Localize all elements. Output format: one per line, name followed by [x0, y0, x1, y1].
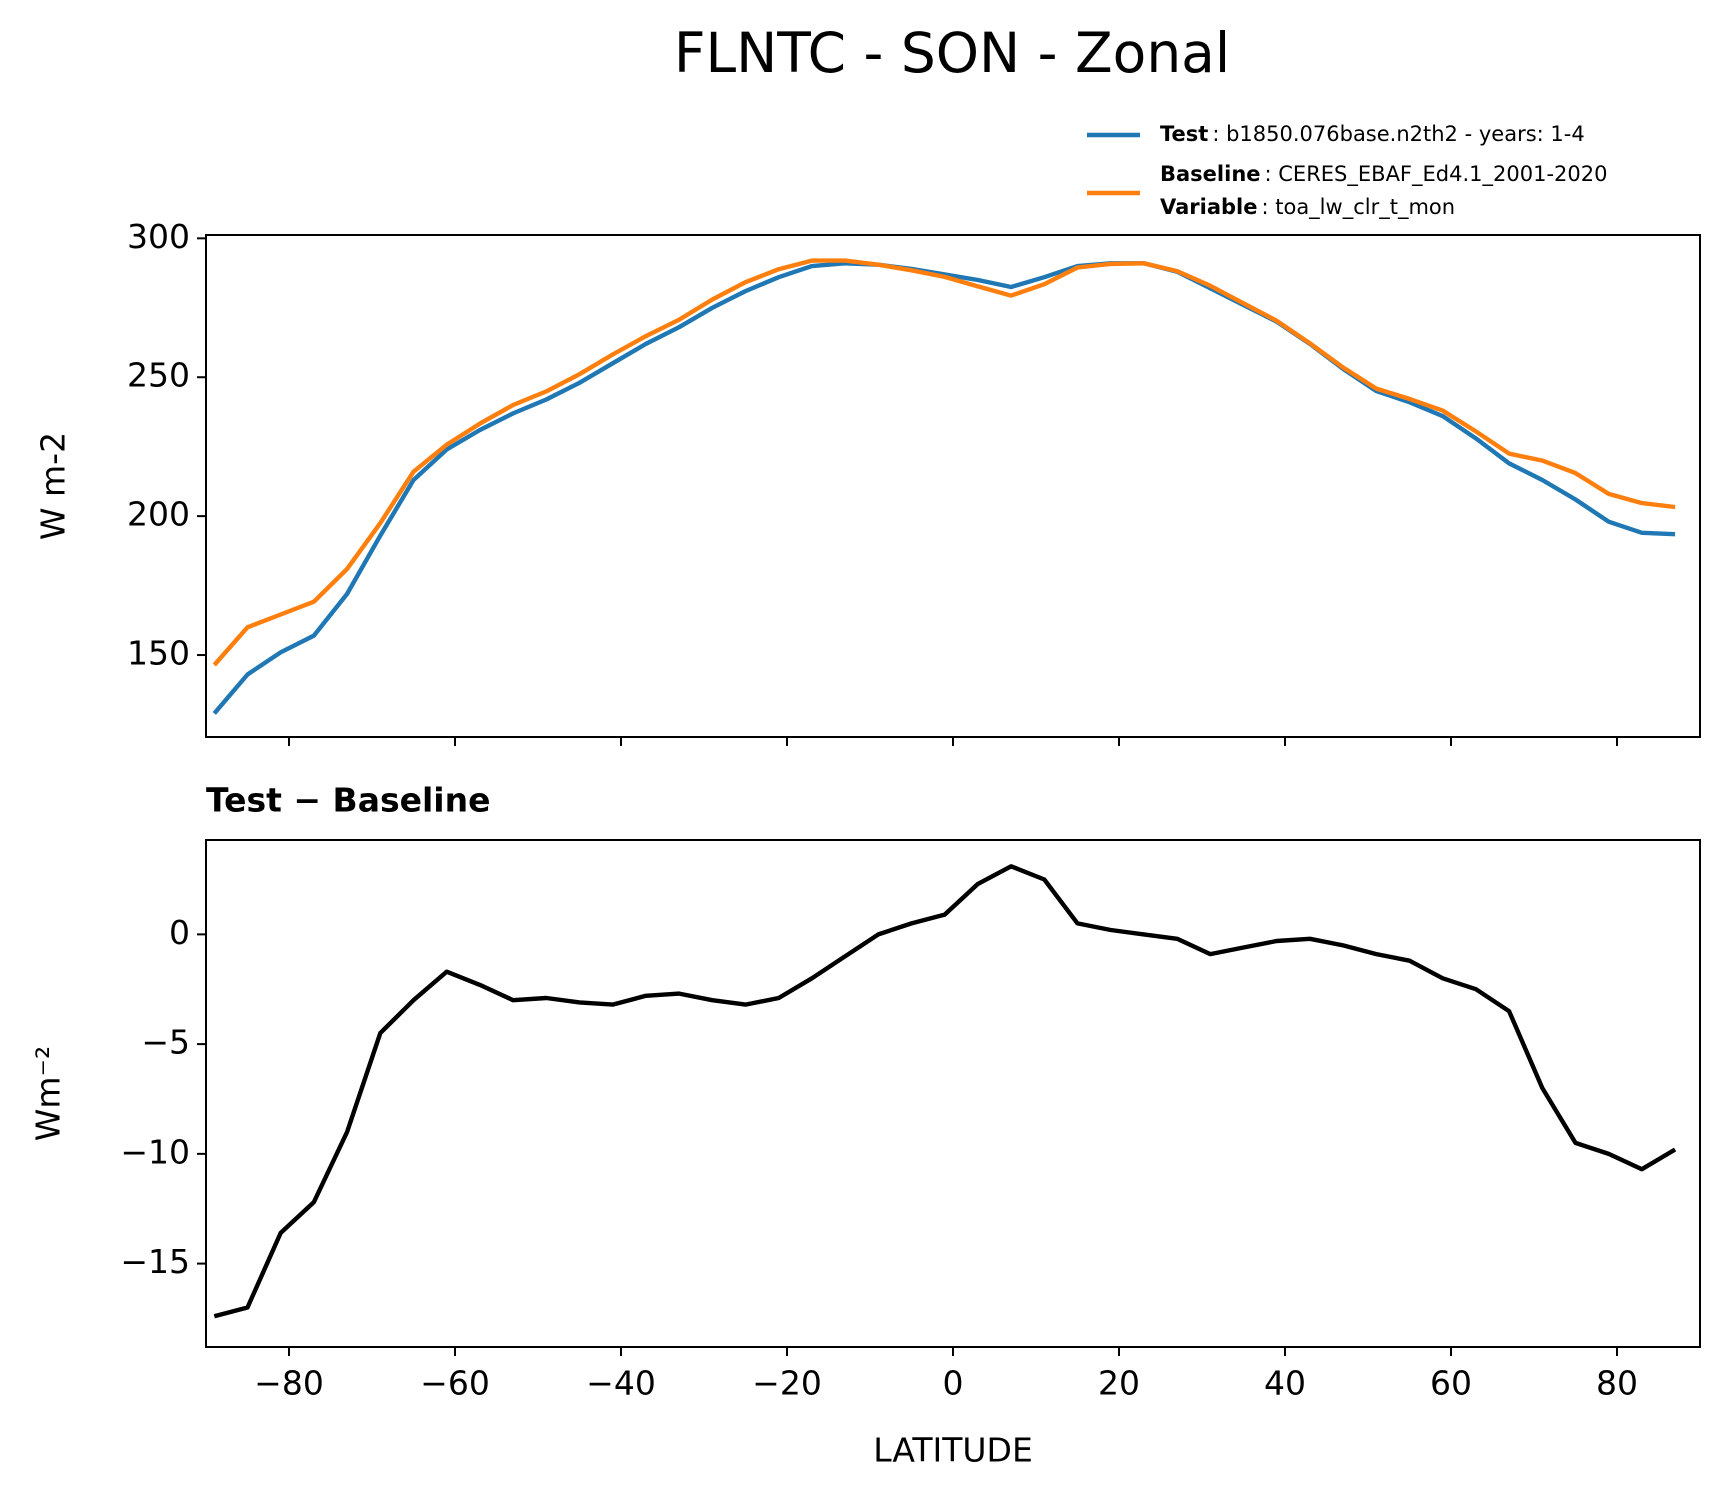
x-tick-label: −80 — [254, 1364, 324, 1403]
axes-title: Test − Baseline — [206, 781, 491, 820]
x-axis-label: LATITUDE — [873, 1431, 1033, 1470]
axes-frame — [205, 839, 1701, 1348]
x-tick-label: −40 — [586, 1364, 656, 1403]
x-tick-label: −60 — [420, 1364, 490, 1403]
y-tick-label: −15 — [120, 1242, 190, 1281]
legend-key: Test — [1160, 122, 1208, 146]
legend-detail: : toa_lw_clr_t_mon — [1261, 195, 1455, 220]
y-tick-label: 150 — [127, 634, 190, 673]
legend-key: Variable — [1160, 195, 1257, 219]
legend-key: Baseline — [1160, 162, 1261, 186]
axes-frame — [205, 234, 1701, 738]
legend-entry: Baseline: CERES_EBAF_Ed4.1_2001-2020 — [1160, 162, 1607, 187]
y-axis-label: W m-2 — [34, 432, 73, 540]
x-tick-label: 0 — [943, 1364, 964, 1403]
y-tick-label: 250 — [127, 356, 190, 395]
legend-note: Variable: toa_lw_clr_t_mon — [1160, 195, 1455, 220]
x-tick-label: 60 — [1430, 1364, 1472, 1403]
legend-detail: : b1850.076base.n2th2 - years: 1-4 — [1212, 122, 1584, 146]
x-tick-label: 80 — [1596, 1364, 1638, 1403]
y-tick-label: −10 — [120, 1132, 190, 1171]
legend-detail: : CERES_EBAF_Ed4.1_2001-2020 — [1265, 162, 1608, 187]
x-tick-label: 20 — [1098, 1364, 1140, 1403]
figure-title: FLNTC - SON - Zonal — [674, 21, 1230, 85]
y-tick-label: 300 — [127, 217, 190, 256]
x-tick-label: −20 — [752, 1364, 822, 1403]
y-tick-label: 0 — [169, 913, 190, 952]
y-tick-label: 200 — [127, 495, 190, 534]
y-axis-label: Wm⁻² — [29, 1046, 68, 1141]
x-tick-label: 40 — [1264, 1364, 1306, 1403]
series-line — [212, 258, 1676, 667]
series-line — [212, 261, 1676, 715]
legend-entry: Test: b1850.076base.n2th2 - years: 1-4 — [1160, 122, 1585, 146]
y-tick-label: −5 — [141, 1023, 190, 1062]
series-line — [213, 864, 1677, 1319]
